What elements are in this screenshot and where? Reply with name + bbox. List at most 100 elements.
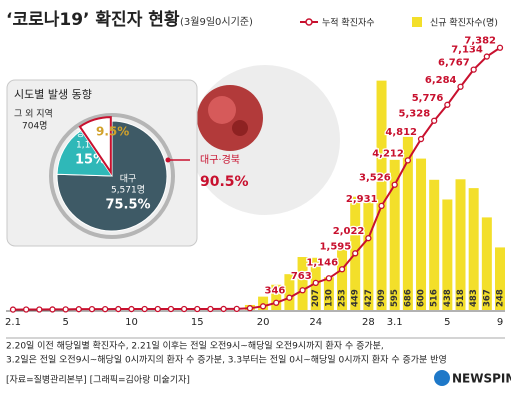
- point: [259, 303, 267, 310]
- bar: [271, 284, 282, 310]
- bar-label: 207: [311, 289, 321, 307]
- point-label: 5,328: [399, 109, 431, 120]
- point: [246, 305, 254, 312]
- point: [194, 305, 201, 313]
- point-label: 6,767: [438, 58, 470, 69]
- bar-label: 909: [377, 289, 387, 307]
- point: [273, 299, 280, 306]
- point-label: 2,022: [333, 226, 365, 237]
- bar: [495, 247, 505, 310]
- point: [141, 305, 148, 313]
- point: [154, 305, 161, 313]
- bar-label: 438: [443, 289, 453, 307]
- point-label: 346: [265, 286, 286, 297]
- point: [101, 305, 109, 313]
- bar-label: 600: [417, 289, 427, 307]
- x-tick-label: 10: [125, 317, 138, 328]
- bar-label: 130: [324, 289, 334, 307]
- point: [483, 53, 490, 60]
- bar: [442, 199, 453, 310]
- bar-label: 518: [456, 289, 466, 307]
- chart-subtitle: (3월9일0시기준): [180, 16, 253, 28]
- pie-label: 그 외 지역: [14, 108, 53, 120]
- point: [167, 305, 175, 313]
- x-tick-label: 3.1: [387, 317, 403, 328]
- bar: [468, 188, 479, 310]
- point: [115, 305, 122, 313]
- point: [88, 305, 96, 313]
- x-tick-label: 5: [62, 317, 68, 328]
- pie-ring: [49, 113, 175, 239]
- annotation-value: 90.5%: [200, 174, 249, 190]
- note: 3.2일은 전일 오전9시~해당일 0시까지의 환자 수 증가분, 3.3부터는…: [6, 354, 447, 366]
- point: [9, 306, 17, 313]
- point: [220, 305, 227, 313]
- point: [325, 275, 333, 282]
- pie-leader-dot: [165, 157, 171, 163]
- point-label: 2,931: [346, 194, 378, 205]
- point: [128, 305, 135, 313]
- point: [62, 306, 69, 313]
- legend-swatch: [305, 18, 313, 26]
- bar: [297, 257, 308, 310]
- pie-count: 5,571명: [111, 185, 145, 196]
- x-tick-label: 2.1: [5, 317, 21, 328]
- bar: [389, 159, 400, 310]
- bar: [481, 217, 492, 310]
- brand-logo: [434, 370, 450, 386]
- bar-label: 516: [430, 289, 440, 307]
- point: [404, 157, 412, 164]
- point-label: 7,382: [464, 36, 496, 47]
- legend-swatch: [412, 17, 422, 27]
- point-label: 1,146: [306, 257, 338, 268]
- bar-label: 686: [403, 289, 413, 307]
- virus-decoration: [190, 65, 340, 215]
- brand: NEWSPIM: [452, 372, 511, 386]
- point-label: 7,134: [451, 45, 483, 56]
- point: [338, 266, 346, 273]
- point: [378, 202, 385, 210]
- source: [자료=질병관리본부] [그래픽=김아랑 미술기자]: [6, 374, 190, 386]
- bar: [323, 277, 334, 310]
- point: [312, 279, 319, 287]
- annotation-label: 대구·경북: [200, 153, 240, 166]
- legend-label: 신규 확진자수(명): [430, 17, 498, 29]
- note: 2.20일 이전 해당일별 확진자수, 2.21일 이후는 전일 오전9시~해당…: [6, 340, 384, 352]
- point: [233, 305, 240, 313]
- bar-label: 253: [338, 289, 348, 307]
- bar: [402, 136, 413, 310]
- pie-count: 704명: [22, 121, 47, 132]
- x-tick-label: 20: [257, 317, 270, 328]
- bar: [284, 274, 295, 310]
- bar: [376, 80, 387, 311]
- point-label: 3,526: [359, 173, 391, 184]
- bar: [455, 179, 466, 310]
- point: [417, 135, 425, 143]
- point: [444, 101, 451, 108]
- point: [352, 250, 359, 257]
- legend-label: 누적 확진자수: [322, 17, 375, 29]
- bar: [337, 246, 348, 310]
- inset-title: 시도별 발생 동향: [14, 88, 92, 101]
- bar-label: 449: [351, 289, 361, 307]
- point: [299, 287, 306, 294]
- point-label: 6,284: [425, 75, 457, 86]
- bar: [429, 179, 440, 310]
- chart-title: ‘코로나19’ 확진자 현황: [6, 10, 180, 30]
- point-label: 1,595: [320, 241, 352, 252]
- point: [470, 66, 477, 73]
- x-tick-label: 28: [362, 317, 375, 328]
- point: [36, 306, 43, 313]
- point: [431, 117, 438, 124]
- bar-label: 367: [482, 289, 492, 307]
- pie-slice: [56, 129, 113, 177]
- x-tick-label: 15: [191, 317, 204, 328]
- pie-label: 대구: [120, 174, 137, 185]
- bar-label: 427: [364, 289, 374, 307]
- point: [75, 306, 82, 313]
- pie-percent: 9.5%: [96, 125, 129, 139]
- point: [496, 44, 504, 51]
- point: [391, 181, 398, 188]
- point: [180, 305, 188, 313]
